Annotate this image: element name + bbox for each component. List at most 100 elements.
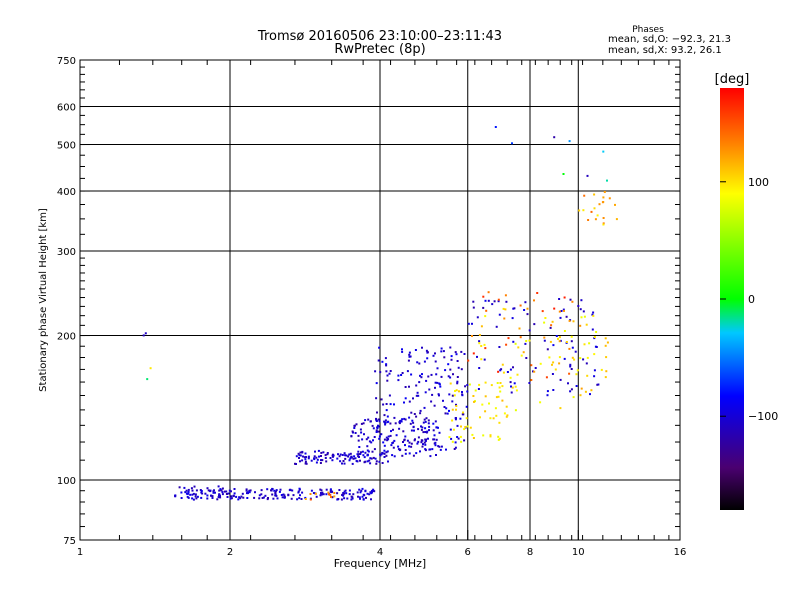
data-point	[292, 494, 295, 497]
data-point	[409, 422, 412, 425]
data-point	[454, 390, 456, 392]
data-point	[393, 439, 396, 442]
x-tick-label: 6	[465, 547, 471, 558]
data-point	[424, 420, 427, 423]
data-point	[560, 310, 563, 312]
data-point	[344, 489, 347, 492]
data-point	[373, 490, 376, 493]
data-point	[350, 455, 353, 458]
data-point	[404, 449, 407, 451]
data-point	[360, 489, 363, 492]
data-point	[339, 453, 342, 456]
data-point	[513, 382, 516, 385]
data-point	[372, 456, 375, 459]
data-point	[391, 454, 394, 457]
data-point	[558, 298, 561, 300]
data-point	[408, 385, 410, 388]
data-point	[359, 497, 361, 500]
data-point	[194, 493, 197, 496]
data-point	[300, 498, 303, 500]
data-point	[228, 489, 231, 492]
data-point	[432, 429, 435, 432]
data-point	[464, 426, 467, 428]
data-point	[187, 492, 190, 495]
data-point	[420, 439, 423, 442]
data-point	[332, 454, 335, 457]
data-point	[385, 436, 388, 439]
data-point	[315, 495, 318, 498]
data-point	[424, 427, 427, 430]
data-point	[356, 453, 359, 456]
data-point	[478, 342, 481, 345]
data-point	[412, 454, 415, 457]
data-point	[418, 381, 421, 384]
data-point	[298, 454, 301, 457]
data-point	[321, 493, 323, 496]
data-point	[569, 298, 572, 301]
data-point	[568, 372, 571, 375]
data-point	[456, 376, 459, 378]
data-point	[376, 427, 379, 430]
data-point	[448, 436, 451, 439]
data-point	[357, 495, 359, 498]
data-point	[604, 337, 607, 340]
data-point	[366, 445, 369, 448]
y-tick-label: 400	[57, 187, 76, 198]
data-point	[484, 410, 487, 413]
data-point	[457, 366, 460, 369]
data-point	[415, 452, 418, 455]
data-point	[511, 386, 514, 389]
data-point	[219, 488, 222, 491]
data-point	[589, 393, 591, 396]
data-point	[373, 448, 376, 451]
data-point	[386, 421, 389, 424]
data-point	[453, 448, 456, 450]
data-point	[238, 496, 241, 499]
data-point	[404, 386, 407, 388]
data-point	[515, 389, 518, 392]
y-tick-label: 600	[57, 103, 76, 114]
data-point	[504, 294, 507, 297]
data-point	[428, 429, 430, 432]
data-point	[404, 397, 407, 400]
data-point	[460, 425, 462, 428]
data-point	[429, 455, 432, 458]
data-point	[274, 490, 277, 493]
data-point	[212, 490, 215, 493]
data-point	[428, 425, 431, 428]
data-point	[514, 409, 517, 412]
data-point	[442, 350, 445, 353]
data-point	[314, 492, 317, 495]
data-point	[558, 362, 561, 365]
data-point	[371, 424, 374, 427]
data-point	[423, 406, 426, 409]
data-point	[425, 379, 428, 382]
data-point	[435, 438, 438, 441]
data-point	[332, 455, 334, 458]
data-point	[456, 380, 459, 383]
data-point	[389, 403, 392, 406]
data-point	[394, 422, 397, 425]
data-point	[291, 489, 294, 492]
data-point	[415, 415, 418, 418]
data-point	[370, 441, 373, 444]
data-point	[579, 394, 582, 397]
data-point	[144, 332, 147, 335]
y-axis-ticks: 75 100 200 300 400 500 600 750	[57, 56, 680, 547]
colorbar-tick-label: −100	[748, 410, 778, 423]
data-point	[413, 413, 416, 415]
data-point	[221, 491, 224, 494]
data-point	[142, 334, 145, 337]
data-point	[207, 489, 210, 492]
data-point	[190, 487, 193, 490]
data-points	[142, 126, 618, 501]
data-point	[337, 453, 339, 456]
data-point	[490, 384, 493, 387]
data-point	[461, 393, 464, 396]
colorbar-tick-label: 0	[748, 293, 755, 306]
data-point	[447, 363, 450, 366]
data-point	[568, 140, 571, 143]
data-point	[416, 391, 419, 394]
data-point	[546, 348, 549, 351]
data-point	[360, 422, 363, 425]
